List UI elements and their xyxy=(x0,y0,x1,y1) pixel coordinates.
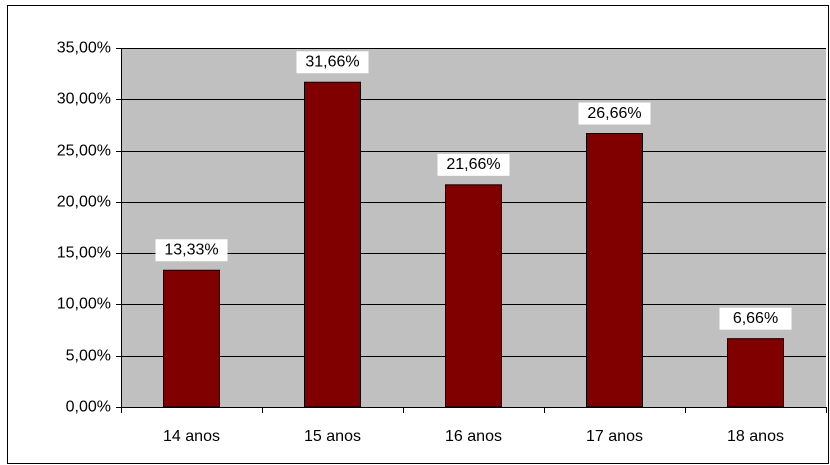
data-label: 21,66% xyxy=(446,156,500,173)
y-tick-label: 35,00% xyxy=(57,40,111,57)
bar xyxy=(727,338,784,408)
x-tick-label: 14 anos xyxy=(163,428,220,445)
data-label: 31,66% xyxy=(305,53,359,70)
data-label-bg xyxy=(437,153,510,176)
bar xyxy=(445,184,502,408)
y-tick-label: 30,00% xyxy=(57,91,111,108)
y-tick-label: 5,00% xyxy=(66,348,111,365)
bar xyxy=(163,269,220,408)
bar xyxy=(586,133,643,408)
y-tick-label: 20,00% xyxy=(57,194,111,211)
y-tick-label: 15,00% xyxy=(57,245,111,262)
x-tick-label: 17 anos xyxy=(586,428,643,445)
x-tick-label: 16 anos xyxy=(445,428,502,445)
y-tick-label: 25,00% xyxy=(57,143,111,160)
data-label-bg xyxy=(296,51,369,74)
data-label: 13,33% xyxy=(164,241,218,258)
x-tick-label: 18 anos xyxy=(727,428,784,445)
data-label-bg xyxy=(719,307,792,330)
data-label-bg xyxy=(578,102,651,125)
data-label: 26,66% xyxy=(587,105,641,122)
bar xyxy=(304,81,361,408)
x-tick-label: 15 anos xyxy=(304,428,361,445)
y-tick-label: 0,00% xyxy=(66,399,111,416)
y-tick-label: 10,00% xyxy=(57,296,111,313)
data-label-bg xyxy=(155,239,228,262)
data-label: 6,66% xyxy=(733,310,778,327)
